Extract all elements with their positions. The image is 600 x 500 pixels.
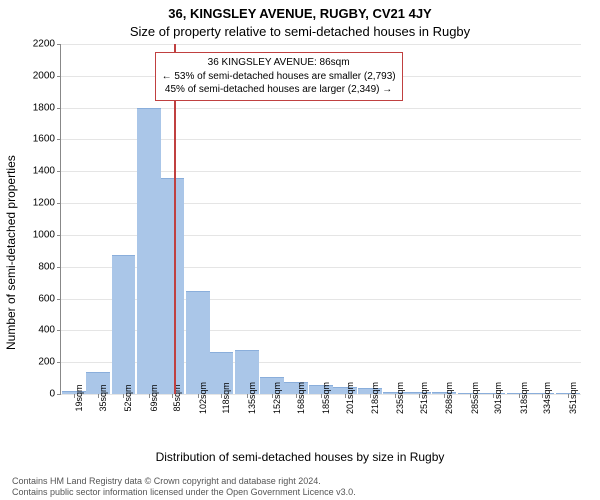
x-tick-label: 201sqm (345, 382, 355, 414)
x-tick-label: 268sqm (444, 382, 454, 414)
x-tick-label: 318sqm (519, 382, 529, 414)
y-axis-label: Number of semi-detached properties (4, 50, 18, 350)
x-tick-label: 251sqm (419, 382, 429, 414)
x-tick-label: 152sqm (272, 382, 282, 414)
x-tick-label: 218sqm (370, 382, 380, 414)
y-tick-label: 2200 (33, 39, 55, 50)
x-tick-label: 334sqm (542, 382, 552, 414)
copyright-footer: Contains HM Land Registry data © Crown c… (12, 476, 356, 498)
y-tick-label: 1200 (33, 198, 55, 209)
x-tick-label: 351sqm (568, 382, 578, 414)
y-tick-label: 200 (38, 357, 55, 368)
chart-plot-area: 0200400600800100012001400160018002000220… (60, 44, 581, 395)
x-tick-label: 168sqm (296, 382, 306, 414)
x-tick-label: 235sqm (395, 382, 405, 414)
x-tick-label: 301sqm (493, 382, 503, 414)
y-tick-label: 600 (38, 293, 55, 304)
x-axis-label: Distribution of semi-detached houses by … (0, 450, 600, 464)
annotation-box: 36 KINGSLEY AVENUE: 86sqm← 53% of semi-d… (155, 52, 403, 101)
bar (137, 108, 161, 394)
x-tick-label: 69sqm (149, 384, 159, 411)
annotation-line1: 36 KINGSLEY AVENUE: 86sqm (162, 56, 396, 70)
x-tick-label: 52sqm (123, 384, 133, 411)
y-tick-label: 1000 (33, 229, 55, 240)
x-tick-label: 285sqm (470, 382, 480, 414)
bar (186, 291, 210, 394)
y-tick-label: 0 (49, 389, 55, 400)
footer-line2: Contains public sector information licen… (12, 487, 356, 498)
x-tick-label: 102sqm (198, 382, 208, 414)
y-tick-label: 2000 (33, 70, 55, 81)
y-tick-label: 1400 (33, 166, 55, 177)
x-tick-label: 35sqm (98, 384, 108, 411)
y-tick-label: 1600 (33, 134, 55, 145)
annotation-line2: ← 53% of semi-detached houses are smalle… (162, 70, 396, 84)
bar (161, 178, 185, 394)
bar (112, 255, 136, 394)
y-tick-label: 400 (38, 325, 55, 336)
footer-line1: Contains HM Land Registry data © Crown c… (12, 476, 356, 487)
x-tick-label: 135sqm (247, 382, 257, 414)
page-title: 36, KINGSLEY AVENUE, RUGBY, CV21 4JY (0, 6, 600, 21)
gridline (61, 44, 581, 45)
y-tick-label: 1800 (33, 102, 55, 113)
annotation-line3: 45% of semi-detached houses are larger (… (162, 83, 396, 97)
x-tick-label: 185sqm (321, 382, 331, 414)
x-tick-label: 118sqm (221, 382, 231, 413)
x-tick-label: 19sqm (74, 384, 84, 411)
page-subtitle: Size of property relative to semi-detach… (0, 24, 600, 39)
y-tick-label: 800 (38, 261, 55, 272)
